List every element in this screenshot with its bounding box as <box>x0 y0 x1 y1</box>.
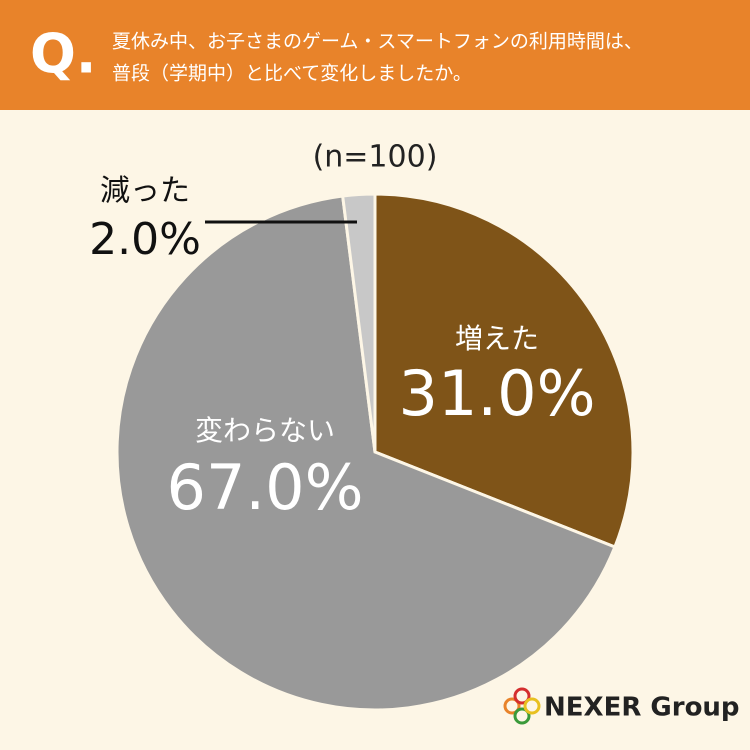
value-label: 2.0% <box>89 214 201 265</box>
pie-slice <box>340 192 377 453</box>
q-mark: Q. <box>30 23 96 86</box>
pie-slice <box>373 192 635 549</box>
logo-icon <box>503 687 541 725</box>
title-line: 普段（学期中）と比べて変化しましたか。 <box>112 63 472 85</box>
slice-label: 変わらない <box>195 414 335 447</box>
pie <box>115 192 635 712</box>
header <box>0 0 750 110</box>
subtitle: (n=100) <box>313 140 438 175</box>
logo: NEXER Group <box>544 693 740 723</box>
slice-label: 増えた <box>455 322 539 355</box>
slice-label: 減った <box>100 174 190 209</box>
title-line: 夏休み中、お子さまのゲーム・スマートフォンの利用時間は、 <box>112 31 643 53</box>
value-label: 67.0% <box>167 451 364 524</box>
value-label: 31.0% <box>399 357 596 430</box>
pie-slice <box>115 194 617 712</box>
